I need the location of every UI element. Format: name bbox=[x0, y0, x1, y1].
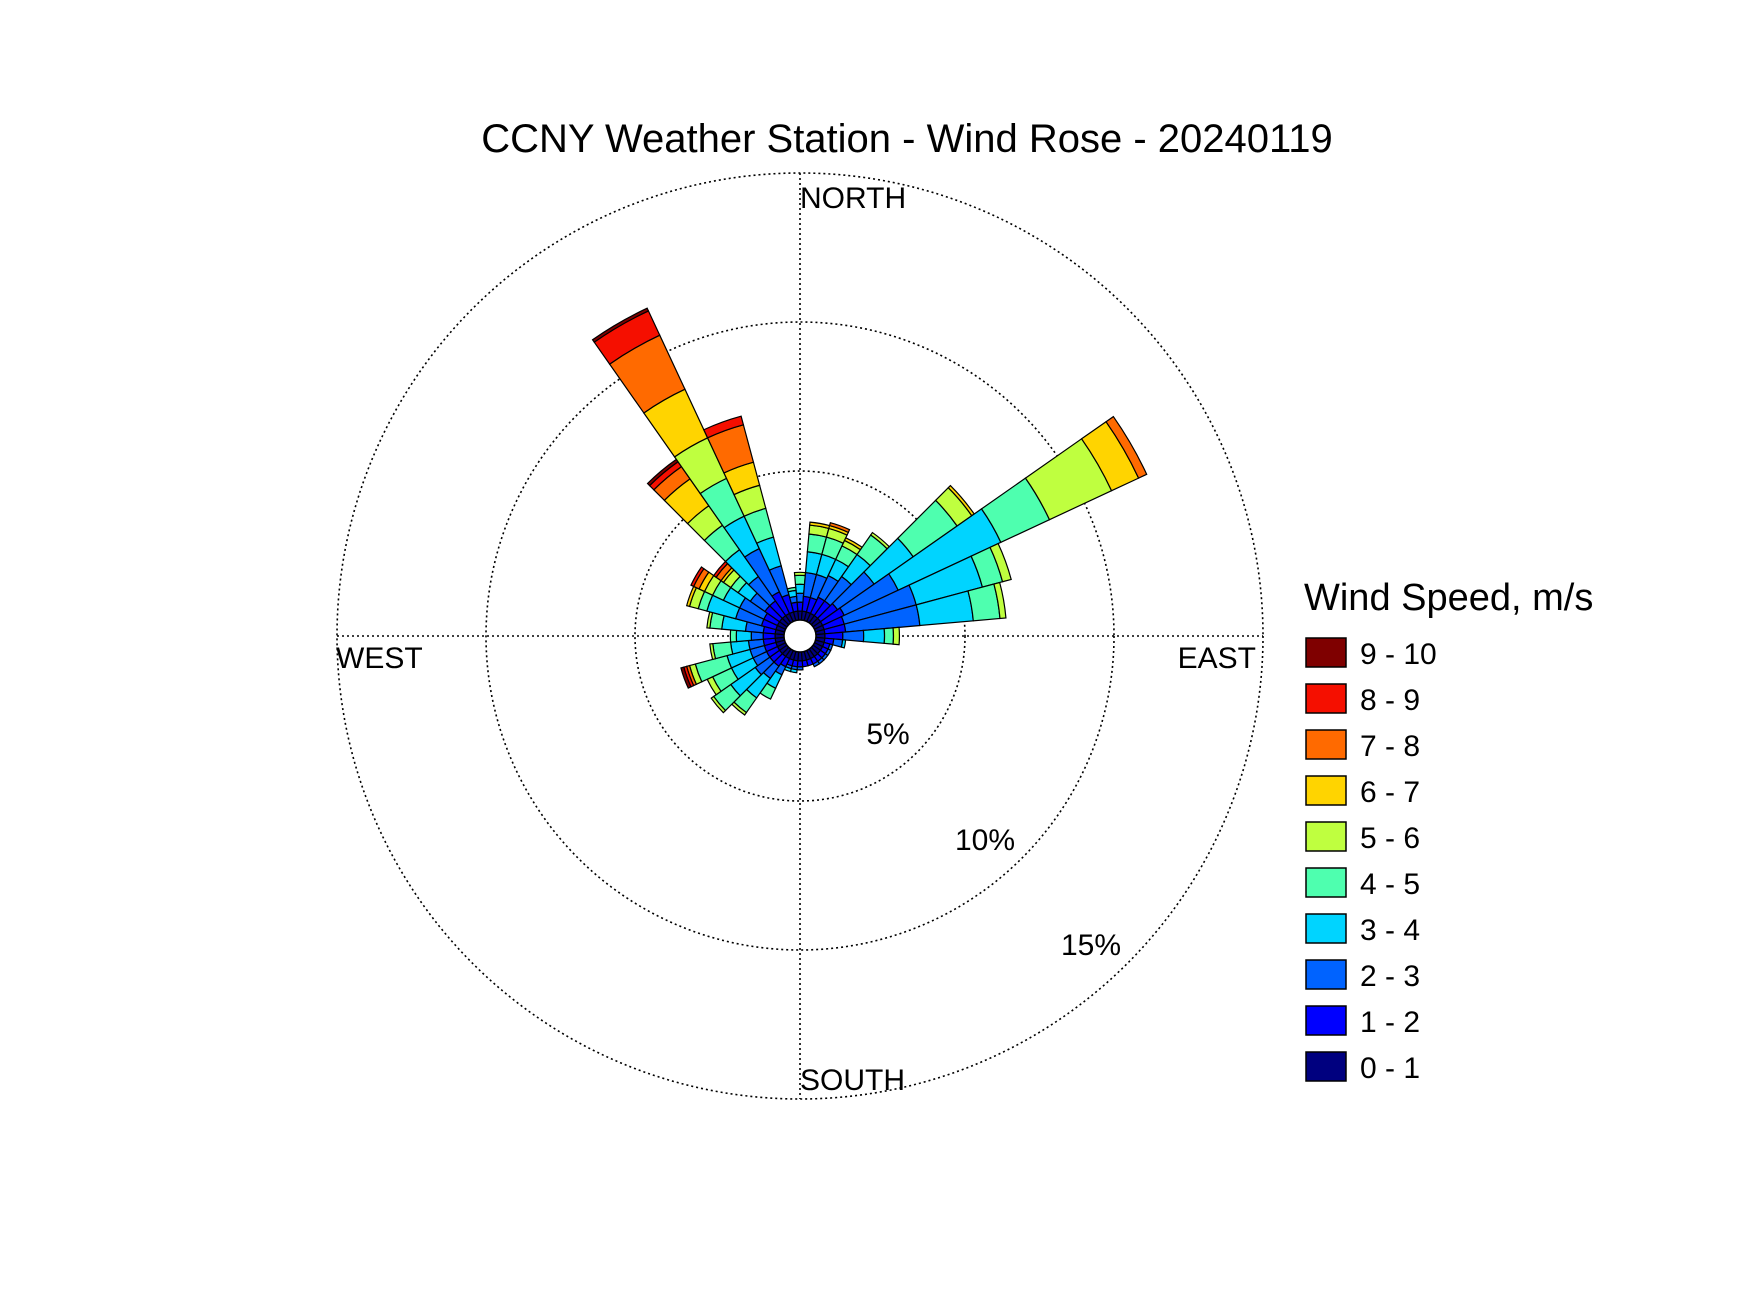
sector-100 bbox=[814, 636, 847, 649]
legend-swatch bbox=[1305, 821, 1347, 852]
sector-10 bbox=[800, 521, 831, 622]
legend-item: 4 - 5 bbox=[1305, 867, 1420, 901]
axis-labels: NORTH EAST SOUTH WEST 5% 10% 15% bbox=[336, 182, 1256, 1097]
legend-swatch bbox=[1305, 913, 1347, 944]
wedge-0-bin-4 bbox=[794, 574, 806, 586]
legend-item: 0 - 1 bbox=[1305, 1051, 1420, 1085]
legend-swatch bbox=[1305, 959, 1347, 990]
legend-item: 3 - 4 bbox=[1305, 913, 1420, 947]
chart-title: CCNY Weather Station - Wind Rose - 20240… bbox=[481, 117, 1333, 161]
speed-legend: Wind Speed, m/s 9 - 10 8 - 9 7 - 8 6 - 7 5 -… bbox=[1304, 577, 1593, 1085]
legend-item: 6 - 7 bbox=[1305, 775, 1420, 809]
legend-swatch bbox=[1305, 683, 1347, 714]
sector-340 bbox=[703, 415, 797, 623]
direction-label-east: EAST bbox=[1178, 642, 1256, 675]
legend-label: 3 - 4 bbox=[1360, 914, 1420, 947]
wedge-260-bin-5 bbox=[709, 642, 717, 661]
wedge-80-bin-5 bbox=[993, 581, 1007, 620]
legend-swatch bbox=[1305, 867, 1347, 898]
radial-tick-label-15: 15% bbox=[1061, 929, 1121, 962]
sector-350 bbox=[786, 586, 800, 622]
legend-item: 2 - 3 bbox=[1305, 959, 1420, 993]
legend-label: 8 - 9 bbox=[1360, 684, 1420, 717]
wedge-150-bin-2 bbox=[812, 660, 821, 668]
wedge-330-bin-9 bbox=[591, 307, 650, 344]
sector-60 bbox=[812, 415, 1148, 631]
legend-label: 0 - 1 bbox=[1360, 1052, 1420, 1085]
sector-50 bbox=[810, 484, 976, 628]
legend-item: 9 - 10 bbox=[1305, 637, 1437, 671]
sector-210 bbox=[759, 648, 795, 700]
legend-swatch bbox=[1305, 637, 1347, 668]
direction-label-north: NORTH bbox=[800, 182, 906, 215]
legend-item: 8 - 9 bbox=[1305, 683, 1420, 717]
sector-280 bbox=[706, 611, 786, 636]
grid-ring-5 bbox=[634, 470, 966, 802]
sector-330 bbox=[591, 307, 795, 624]
wedge-90-bin-4 bbox=[883, 627, 895, 645]
direction-label-south: SOUTH bbox=[800, 1064, 905, 1097]
legend-title: Wind Speed, m/s bbox=[1304, 577, 1593, 619]
wedge-100-bin-3 bbox=[840, 639, 847, 649]
wedge-230-bin-5 bbox=[710, 695, 727, 714]
wedge-90-bin-3 bbox=[862, 627, 886, 645]
legend-swatch bbox=[1305, 775, 1347, 806]
legend-label: 1 - 2 bbox=[1360, 1006, 1420, 1039]
legend-swatch bbox=[1305, 1051, 1347, 1082]
wedge-300-bin-8 bbox=[690, 566, 705, 588]
center-hole bbox=[783, 619, 817, 653]
wedge-270-bin-4 bbox=[729, 629, 738, 643]
legend-items: 9 - 10 8 - 9 7 - 8 6 - 7 5 - 6 4 - 5 3 - 4 2 - … bbox=[1305, 637, 1437, 1085]
sector-310 bbox=[712, 560, 790, 628]
radial-tick-label-5: 5% bbox=[866, 718, 909, 751]
sector-290 bbox=[685, 585, 787, 633]
wind-sectors bbox=[591, 307, 1148, 716]
wedge-350-bin-4 bbox=[786, 586, 797, 593]
legend-item: 1 - 2 bbox=[1305, 1005, 1420, 1039]
radial-tick-label-10: 10% bbox=[955, 824, 1015, 857]
legend-swatch bbox=[1305, 1005, 1347, 1036]
sector-120 bbox=[812, 641, 832, 657]
wedge-20-bin-7 bbox=[828, 521, 851, 534]
legend-label: 2 - 3 bbox=[1360, 960, 1420, 993]
wedge-70-bin-5 bbox=[989, 542, 1012, 583]
legend-label: 7 - 8 bbox=[1360, 730, 1420, 763]
wedge-250-bin-9 bbox=[680, 666, 692, 689]
wedge-180-bin-2 bbox=[796, 666, 804, 671]
legend-item: 5 - 6 bbox=[1305, 821, 1420, 855]
wedge-0-bin-3 bbox=[794, 583, 806, 594]
wedge-0-bin-5 bbox=[793, 571, 807, 577]
wedge-340-bin-8 bbox=[703, 415, 745, 439]
legend-item: 7 - 8 bbox=[1305, 729, 1420, 763]
legend-label: 4 - 5 bbox=[1360, 868, 1420, 901]
legend-label: 9 - 10 bbox=[1360, 638, 1437, 671]
wedge-60-bin-7 bbox=[1105, 415, 1148, 479]
legend-label: 5 - 6 bbox=[1360, 822, 1420, 855]
sector-70 bbox=[813, 542, 1012, 633]
direction-label-west: WEST bbox=[336, 642, 423, 675]
sector-260 bbox=[709, 636, 786, 661]
legend-swatch bbox=[1305, 729, 1347, 760]
legend-label: 6 - 7 bbox=[1360, 776, 1420, 809]
sector-80 bbox=[814, 581, 1007, 636]
polar-grid bbox=[336, 172, 1264, 1100]
wedge-90-bin-5 bbox=[892, 626, 901, 646]
